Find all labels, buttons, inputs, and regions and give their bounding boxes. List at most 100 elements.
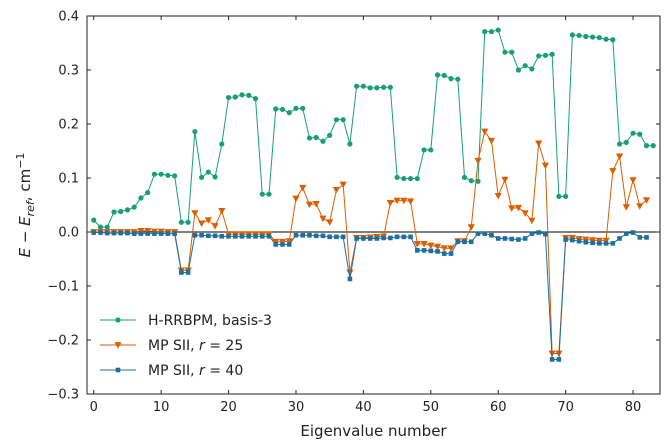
- data-point: [239, 92, 245, 98]
- data-point: [172, 231, 177, 236]
- x-tick-label: 80: [625, 400, 642, 415]
- data-point: [333, 117, 340, 123]
- data-point: [475, 178, 481, 184]
- data-point: [508, 205, 516, 212]
- data-point: [313, 233, 319, 239]
- data-point: [570, 237, 575, 243]
- data-point: [280, 242, 285, 247]
- data-point: [501, 176, 509, 184]
- data-point: [522, 236, 528, 241]
- data-point: [158, 171, 164, 177]
- legend: H-RRBPM, basis-3 MP SII, r = 25 MP SII, r …: [100, 313, 272, 379]
- y-tick-label: −0.1: [47, 280, 79, 295]
- data-point: [354, 236, 359, 241]
- data-point: [528, 217, 536, 225]
- data-point: [441, 251, 447, 256]
- data-point: [339, 181, 347, 189]
- data-point: [569, 32, 575, 38]
- data-point: [482, 231, 488, 236]
- data-point: [602, 237, 610, 245]
- data-point: [111, 209, 117, 215]
- data-point: [320, 138, 326, 144]
- data-point: [542, 52, 549, 59]
- data-point: [327, 234, 332, 240]
- data-point: [615, 153, 624, 160]
- data-point: [172, 173, 178, 179]
- data-point: [576, 238, 582, 244]
- data-point: [286, 110, 292, 116]
- data-point: [406, 198, 415, 205]
- legend-swatch-marker: [115, 317, 121, 323]
- series-1: [91, 27, 656, 230]
- data-point: [515, 67, 522, 73]
- data-point: [516, 237, 521, 242]
- series-3: [91, 230, 649, 362]
- data-point: [596, 35, 602, 41]
- data-point: [583, 239, 589, 245]
- data-point: [266, 234, 272, 239]
- data-point: [427, 242, 435, 250]
- data-point: [393, 197, 401, 205]
- y-tick-label: 0.1: [58, 172, 79, 187]
- data-point: [388, 235, 393, 241]
- legend-entry: MP SII, r = 25: [100, 338, 243, 354]
- data-point: [617, 236, 622, 241]
- data-point: [394, 234, 400, 240]
- data-point: [428, 248, 434, 254]
- data-point: [259, 234, 265, 239]
- data-point: [131, 231, 137, 236]
- data-point: [367, 85, 373, 91]
- data-point: [435, 249, 440, 254]
- data-point: [145, 189, 151, 196]
- data-point: [266, 191, 272, 197]
- data-point: [407, 175, 414, 182]
- data-point: [462, 239, 467, 245]
- data-point: [340, 117, 346, 123]
- data-point: [211, 223, 219, 230]
- x-tick-label: 0: [90, 400, 98, 415]
- legend-swatch-marker: [114, 342, 122, 349]
- data-point: [219, 141, 225, 147]
- legend-label: H-RRBPM, basis-3: [148, 313, 272, 329]
- data-point: [603, 241, 609, 246]
- data-point: [563, 193, 569, 199]
- data-point: [374, 236, 380, 241]
- y-tick-label: 0.0: [58, 226, 79, 241]
- data-point: [305, 201, 314, 209]
- data-point: [300, 105, 306, 111]
- data-point: [158, 231, 164, 236]
- data-point: [448, 76, 454, 82]
- data-point: [320, 233, 326, 239]
- data-point: [610, 241, 616, 246]
- x-tick-label: 20: [220, 400, 237, 415]
- data-point: [204, 217, 212, 224]
- data-point: [622, 204, 630, 211]
- data-point: [650, 143, 656, 149]
- data-point: [212, 174, 218, 180]
- plot-area: [86, 15, 661, 395]
- data-point: [481, 128, 489, 136]
- data-point: [381, 84, 387, 90]
- data-point: [643, 143, 650, 149]
- data-point: [509, 236, 514, 242]
- data-point: [313, 134, 319, 141]
- data-point: [433, 243, 442, 251]
- data-point: [212, 233, 218, 239]
- data-point: [589, 34, 596, 40]
- data-point: [487, 137, 496, 145]
- data-point: [124, 207, 131, 213]
- data-point: [590, 240, 595, 246]
- data-point: [400, 197, 408, 205]
- x-tick-label: 40: [355, 400, 372, 415]
- x-axis: 0 10 20 30 40 50 60 70 80: [90, 16, 642, 415]
- data-point: [609, 168, 617, 175]
- data-point: [543, 231, 548, 237]
- y-tick-label: 0.3: [58, 64, 79, 79]
- data-point: [629, 177, 637, 184]
- legend-label: MP SII, r = 40: [148, 363, 243, 379]
- data-point: [179, 270, 184, 275]
- data-point: [413, 241, 421, 248]
- data-point: [246, 92, 252, 98]
- data-point: [468, 178, 474, 184]
- data-point: [312, 201, 320, 208]
